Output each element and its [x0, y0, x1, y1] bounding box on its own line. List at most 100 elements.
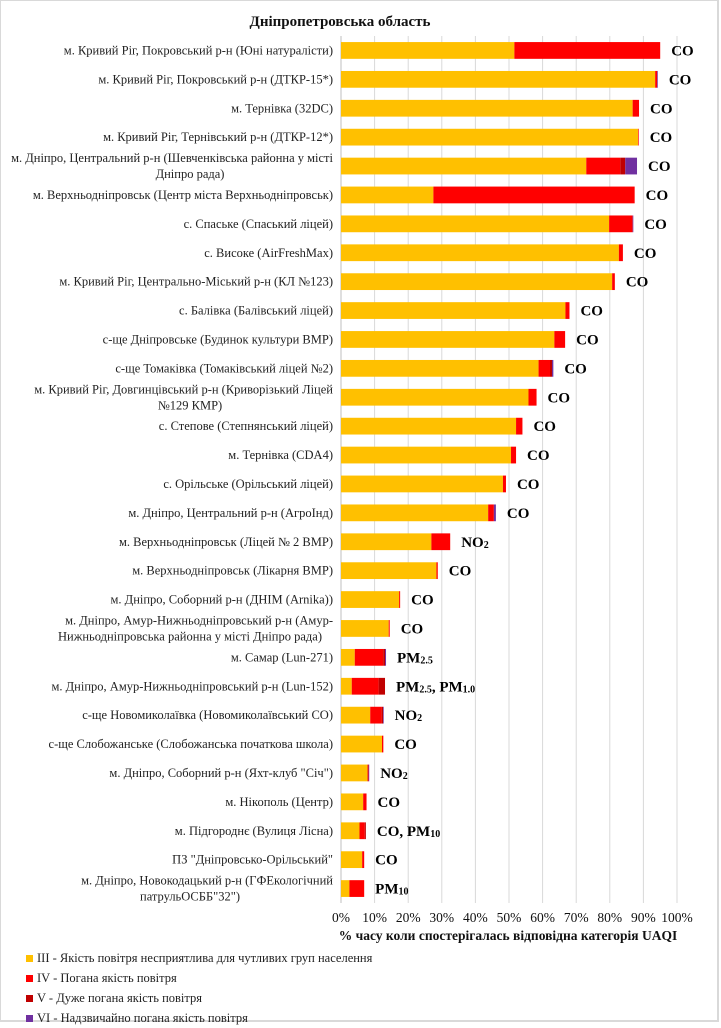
- category-label: м. Кривий Ріг, Покровський р-н (Юні нату…: [64, 43, 333, 57]
- category-label: м. Дніпро, Центральний р-н (АгроІнд): [128, 506, 333, 520]
- bar-segment-III: [341, 504, 489, 522]
- category-label: м. Тернівка (CDA4): [228, 448, 333, 462]
- pollutant-label: CO: [375, 853, 398, 869]
- gridlines: [340, 36, 678, 903]
- bar-segment-III: [341, 475, 503, 493]
- bar-segment-III: [341, 591, 400, 608]
- x-tick-label: 30%: [429, 910, 454, 925]
- bar-segment-III: [341, 128, 639, 146]
- bar-segment-IV: [618, 244, 623, 262]
- bar-segment-III: [341, 302, 566, 319]
- pollutant-label: NO2: [395, 708, 423, 724]
- pollutant-label: CO: [533, 419, 556, 435]
- bar-segment-IV: [538, 359, 550, 377]
- legend-label: V - Дуже погана якість повітря: [37, 990, 203, 1005]
- bar-segment-VI: [383, 706, 384, 724]
- bar-segment-VI: [385, 648, 387, 666]
- bar-segment-IV: [431, 533, 451, 551]
- bar-segment-VI: [493, 504, 496, 522]
- pollutant-label: NO2: [461, 535, 489, 551]
- legend-item-IV: IV - Погана якість повітря: [26, 968, 372, 988]
- bar-segment-III: [341, 42, 515, 59]
- bar-segment-III: [341, 851, 363, 869]
- category-label: м. Тернівка (32DC): [231, 101, 333, 115]
- legend-item-VI: VI - Надзвичайно погана якість повітря: [26, 1008, 372, 1028]
- bar-segment-IV: [609, 215, 633, 233]
- category-label: с. Високе (AirFreshMax): [204, 246, 333, 260]
- pollutant-label: PM2.5, PM1.0: [396, 679, 475, 695]
- category-label: м. Верхньодніпровськ (Лікарня ВМР): [132, 564, 333, 578]
- pollutant-annotations: CO CO CO CO CO CO CO CO CO CO CO CO CO CO CO CO CO NO2 CO C…: [375, 43, 694, 897]
- bar-segment-III: [341, 157, 587, 175]
- bar-segment-III: [341, 822, 360, 840]
- category-label: м. Верхньодніпровськ (Ліцей № 2 ВМР): [119, 535, 333, 549]
- bar-segment-IV: [502, 475, 506, 493]
- pollutant-label: CO: [507, 506, 530, 522]
- x-tick-label: 20%: [396, 910, 421, 925]
- pollutant-label: CO: [449, 564, 472, 580]
- bar-segment-III: [341, 70, 656, 88]
- bar-segment-III: [341, 880, 350, 897]
- bar-segment-IV: [399, 591, 401, 608]
- legend-swatch-III: [26, 954, 33, 962]
- bar-segment-IV: [354, 648, 384, 666]
- bar-segment-III: [341, 620, 389, 637]
- bar-segment-III: [341, 446, 512, 464]
- legend-label: IV - Погана якість повітря: [37, 970, 177, 985]
- legend-item-V: V - Дуже погана якість повітря: [26, 988, 372, 1008]
- x-tick-label: 50%: [497, 910, 522, 925]
- bar-segment-III: [341, 648, 355, 666]
- pollutant-label: CO: [564, 361, 587, 377]
- bar-segment-III: [341, 273, 613, 291]
- pollutant-label: CO: [378, 795, 401, 811]
- pollutant-label: CO: [394, 737, 417, 753]
- bar-segment-V: [549, 359, 553, 377]
- pollutant-label: CO: [580, 304, 603, 320]
- x-tick-label: 60%: [530, 910, 555, 925]
- category-label: м. Дніпро, Центральний р-н (Шевченківськ…: [11, 151, 333, 181]
- chart-title: Дніпропетровська область: [250, 14, 431, 30]
- category-label: м. Дніпро, Амур-Нижньодніпровський р-н (…: [52, 679, 334, 693]
- category-label: м. Дніпро, Новокодацький р-н (ГФЕкологіч…: [81, 874, 333, 904]
- legend: III - Якість повітря несприятлива для чу…: [26, 948, 372, 1028]
- bar-segment-III: [341, 677, 352, 695]
- category-label: м. Дніпро, Амур-Нижньодніпровський р-н (…: [58, 613, 333, 643]
- category-label: с-ще Слобожанське (Слобожанська початков…: [49, 737, 333, 751]
- bar-segment-IV: [554, 331, 566, 348]
- x-tick-label: 70%: [564, 910, 589, 925]
- bar-segment-IV: [370, 706, 382, 724]
- bar-segment-III: [341, 562, 437, 580]
- x-tick-label: 40%: [463, 910, 488, 925]
- bar-segment-III: [341, 764, 368, 782]
- pollutant-label: CO, PM10: [377, 824, 440, 840]
- bar-segment-III: [341, 215, 610, 233]
- pollutant-label: NO2: [380, 766, 408, 782]
- bar-segment-IV: [362, 851, 365, 869]
- bar-segment-VI: [625, 157, 638, 175]
- bar-segment-VI: [657, 70, 658, 88]
- category-label: м. Підгороднє (Вулиця Лісна): [175, 824, 333, 838]
- bar-segment-V: [378, 677, 386, 695]
- bar-segment-III: [341, 735, 382, 753]
- bar-segment-IV: [511, 446, 517, 464]
- pollutant-label: CO: [634, 246, 657, 262]
- bar-segment-IV: [514, 42, 661, 59]
- pollutant-label: CO: [401, 621, 424, 637]
- bar-segment-IV: [381, 735, 384, 753]
- x-tick-label: 100%: [661, 910, 693, 925]
- bar-segment-IV: [632, 99, 640, 117]
- pollutant-label: CO: [548, 390, 571, 406]
- bar-segment-IV: [655, 70, 658, 88]
- bar-segment-IV: [351, 677, 379, 695]
- bar-segment-III: [341, 533, 432, 551]
- category-label: м. Кривий Ріг, Довгинцівський р-н (Криво…: [34, 382, 333, 412]
- pollutant-label: CO: [411, 593, 434, 609]
- category-label: с. Балівка (Балівський ліцей): [179, 304, 333, 318]
- category-label: м. Дніпро, Соборний р-н (Яхт-клуб "Січ"): [109, 766, 333, 780]
- category-label: м. Кривий Ріг, Тернівський р-н (ДТКР-12*…: [103, 130, 333, 144]
- x-tick-labels: 0% 10% 20% 30% 40% 50% 60% 70% 80% 90% 100%: [332, 910, 693, 925]
- bar-segment-IV: [528, 388, 537, 406]
- pollutant-label: CO: [648, 159, 671, 175]
